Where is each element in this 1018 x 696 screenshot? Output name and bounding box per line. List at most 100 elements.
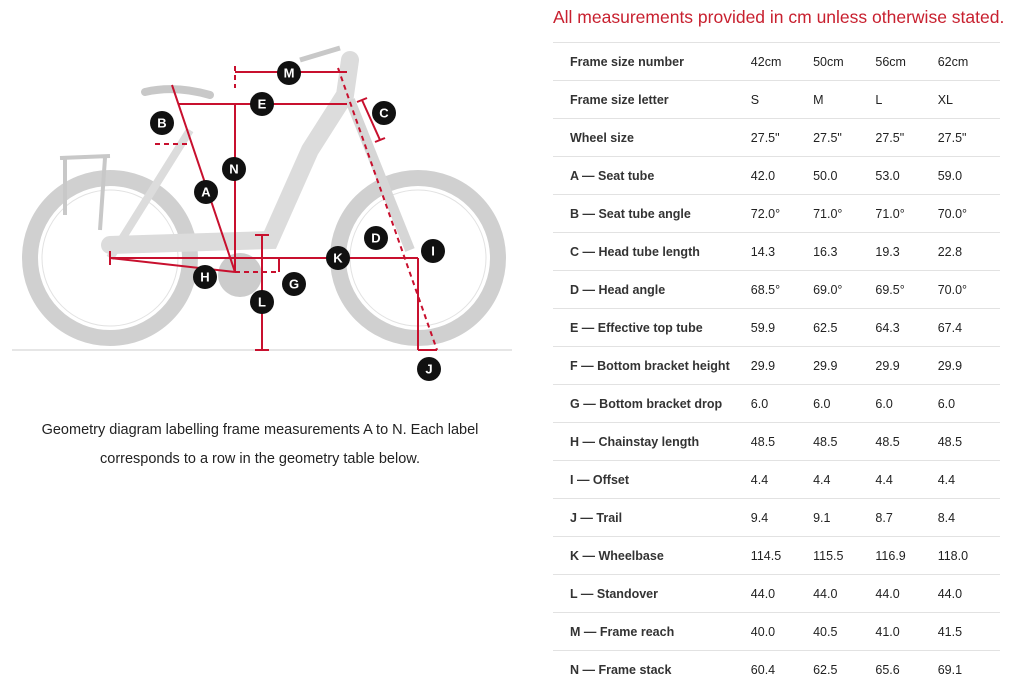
row-value: 16.3: [813, 232, 876, 271]
row-value: 8.7: [875, 498, 938, 537]
svg-text:B: B: [157, 116, 166, 131]
svg-text:E: E: [258, 97, 267, 112]
table-row: Wheel size 27.5" 27.5" 27.5" 27.5": [553, 118, 1000, 157]
row-value: 115.5: [813, 536, 876, 575]
row-value: 4.4: [813, 460, 876, 499]
row-value: 62cm: [937, 42, 1000, 81]
svg-text:M: M: [284, 66, 295, 81]
row-value: L: [875, 80, 938, 119]
table-row: Frame size number 42cm 50cm 56cm 62cm: [553, 42, 1000, 81]
label-m: M: [277, 61, 301, 85]
row-value: 27.5": [750, 118, 814, 157]
row-label: J — Trail: [553, 498, 751, 537]
row-value: 29.9: [750, 346, 814, 385]
row-value: 70.0°: [937, 194, 1000, 233]
table-row: K — Wheelbase 114.5 115.5 116.9 118.0: [553, 536, 1000, 575]
row-value: 9.4: [750, 498, 814, 537]
label-i: I: [421, 239, 445, 263]
row-label: N — Frame stack: [553, 650, 751, 688]
svg-text:D: D: [371, 231, 380, 246]
row-value: 6.0: [875, 384, 938, 423]
label-markers: M E C B N A D I K H G L J: [150, 61, 445, 381]
row-value: 50cm: [813, 42, 876, 81]
row-value: 50.0: [813, 156, 876, 195]
row-value: 44.0: [937, 574, 1000, 613]
label-e: E: [250, 92, 274, 116]
row-label: L — Standover: [553, 574, 751, 613]
row-value: 114.5: [750, 536, 814, 575]
svg-text:J: J: [425, 362, 432, 377]
row-label: C — Head tube length: [553, 232, 751, 271]
table-row: B — Seat tube angle 72.0° 71.0° 71.0° 70.0°: [553, 194, 1000, 233]
svg-text:A: A: [201, 185, 211, 200]
row-value: M: [813, 80, 876, 119]
row-value: 4.4: [875, 460, 938, 499]
row-value: 40.0: [750, 612, 814, 651]
row-value: 6.0: [937, 384, 1000, 423]
row-value: 29.9: [875, 346, 938, 385]
row-value: 69.5°: [875, 270, 938, 309]
svg-text:G: G: [289, 277, 299, 292]
row-value: 71.0°: [813, 194, 876, 233]
label-b: B: [150, 111, 174, 135]
diagram-caption: Geometry diagram labelling frame measure…: [41, 422, 479, 467]
row-label: H — Chainstay length: [553, 422, 751, 461]
row-value: 6.0: [750, 384, 814, 423]
row-value: 4.4: [937, 460, 1000, 499]
svg-text:I: I: [431, 244, 435, 259]
label-l: L: [250, 290, 274, 314]
row-value: 8.4: [937, 498, 1000, 537]
row-value: 41.5: [937, 612, 1000, 651]
row-label: A — Seat tube: [553, 156, 751, 195]
svg-text:H: H: [200, 270, 209, 285]
row-value: 40.5: [813, 612, 876, 651]
label-g: G: [282, 272, 306, 296]
row-value: XL: [937, 80, 1000, 119]
svg-text:N: N: [229, 162, 238, 177]
label-c: C: [372, 101, 396, 125]
table-row: G — Bottom bracket drop 6.0 6.0 6.0 6.0: [553, 384, 1000, 423]
row-value: 29.9: [813, 346, 876, 385]
row-value: 48.5: [937, 422, 1000, 461]
row-value: 44.0: [750, 574, 814, 613]
table-row: Frame size letter S M L XL: [553, 80, 1000, 119]
row-value: 29.9: [937, 346, 1000, 385]
row-value: 71.0°: [875, 194, 938, 233]
row-value: 65.6: [875, 650, 938, 688]
table-row: F — Bottom bracket height 29.9 29.9 29.9 29.…: [553, 346, 1000, 385]
row-label: Frame size number: [553, 42, 751, 81]
row-value: 6.0: [813, 384, 876, 423]
row-value: 48.5: [875, 422, 938, 461]
units-notice: All measurements provided in cm unless o…: [553, 7, 1005, 27]
row-label: B — Seat tube angle: [553, 194, 751, 233]
row-value: 44.0: [875, 574, 938, 613]
row-value: 44.0: [813, 574, 876, 613]
row-label: Frame size letter: [553, 80, 751, 119]
row-label: E — Effective top tube: [553, 308, 751, 347]
svg-text:C: C: [379, 106, 389, 121]
row-value: 14.3: [750, 232, 814, 271]
row-value: 42cm: [750, 42, 814, 81]
row-label: F — Bottom bracket height: [553, 346, 751, 385]
table-row: L — Standover 44.0 44.0 44.0 44.0: [553, 574, 1000, 613]
geometry-table: Frame size number 42cm 50cm 56cm 62cm Frame s…: [553, 42, 1000, 688]
row-value: 19.3: [875, 232, 938, 271]
row-value: 41.0: [875, 612, 938, 651]
row-value: 67.4: [937, 308, 1000, 347]
row-value: 116.9: [875, 536, 938, 575]
row-value: 4.4: [750, 460, 814, 499]
table-row: C — Head tube length 14.3 16.3 19.3 22.8: [553, 232, 1000, 271]
label-h: H: [193, 265, 217, 289]
table-row: E — Effective top tube 59.9 62.5 64.3 67.4: [553, 308, 1000, 347]
row-value: 69.0°: [813, 270, 876, 309]
row-value: 59.9: [750, 308, 814, 347]
row-value: 62.5: [813, 650, 876, 688]
table-row: M — Frame reach 40.0 40.5 41.0 41.5: [553, 612, 1000, 651]
table-row: H — Chainstay length 48.5 48.5 48.5 48.5: [553, 422, 1000, 461]
row-value: 68.5°: [750, 270, 814, 309]
bike-geometry-diagram: M E C B N A D I K H G L J: [12, 45, 512, 381]
row-label: Wheel size: [553, 118, 751, 157]
row-label: K — Wheelbase: [553, 536, 751, 575]
row-value: 27.5": [937, 118, 1000, 157]
row-value: 59.0: [937, 156, 1000, 195]
